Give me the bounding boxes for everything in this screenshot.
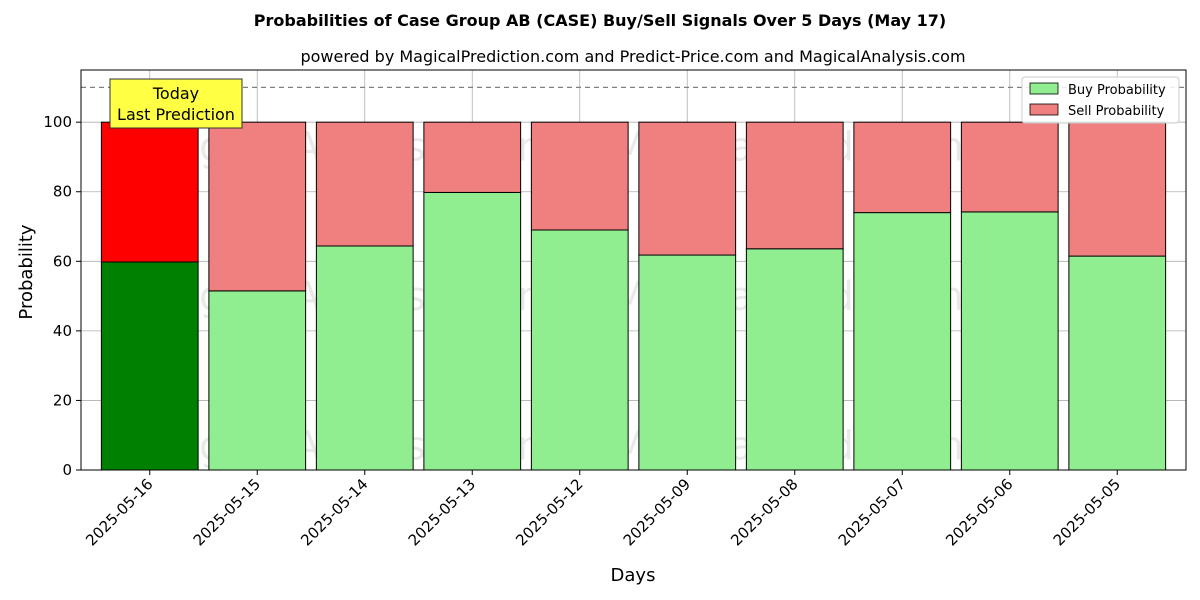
buy-bar bbox=[745, 248, 844, 471]
buy-bar bbox=[853, 212, 952, 471]
legend-buy-label: Buy Probability bbox=[1068, 83, 1166, 98]
sell-bar bbox=[100, 121, 199, 263]
legend-sell-swatch bbox=[1029, 103, 1059, 116]
y-axis-label: Probability bbox=[16, 224, 37, 319]
sell-bar bbox=[853, 121, 952, 214]
x-tick-label: 2025-05-06 bbox=[942, 475, 1016, 549]
sell-bar bbox=[423, 121, 522, 193]
y-tick-label: 40 bbox=[53, 322, 72, 340]
x-tick-label: 2025-05-16 bbox=[82, 475, 156, 549]
annotation-line2: Last Prediction bbox=[117, 105, 235, 124]
buy-bar bbox=[638, 254, 737, 471]
y-tick-label: 100 bbox=[43, 113, 72, 131]
buy-bar bbox=[960, 211, 1059, 471]
buy-bar bbox=[100, 261, 199, 471]
buy-bar bbox=[423, 191, 522, 471]
y-tick-label: 20 bbox=[53, 391, 72, 409]
sell-bar bbox=[315, 121, 414, 247]
legend-buy-swatch bbox=[1029, 82, 1059, 95]
x-axis-label: Days bbox=[611, 565, 656, 586]
sell-bar bbox=[208, 121, 307, 292]
annotation-box bbox=[109, 78, 243, 129]
sell-bar bbox=[960, 121, 1059, 213]
x-tick-label: 2025-05-13 bbox=[405, 475, 479, 549]
buy-bar bbox=[1068, 255, 1167, 471]
x-tick-label: 2025-05-12 bbox=[512, 475, 586, 549]
y-tick-label: 60 bbox=[53, 252, 72, 270]
y-tick-label: 80 bbox=[53, 183, 72, 201]
x-tick-label: 2025-05-07 bbox=[835, 475, 909, 549]
legend: Buy Probability Sell Probability bbox=[1021, 76, 1180, 124]
buy-bar bbox=[315, 245, 414, 471]
x-tick-label: 2025-05-14 bbox=[297, 475, 371, 549]
chart-title: Probabilities of Case Group AB (CASE) Bu… bbox=[254, 11, 946, 30]
sell-bar bbox=[1068, 121, 1167, 257]
x-tick-label: 2025-05-09 bbox=[620, 475, 694, 549]
sell-bar bbox=[530, 121, 629, 231]
legend-frame bbox=[1021, 76, 1180, 124]
x-tick-label: 2025-05-15 bbox=[190, 475, 264, 549]
annotation-line1: Today bbox=[152, 84, 199, 103]
plot-frame bbox=[80, 69, 1187, 471]
chart-subtitle: powered by MagicalPrediction.com and Pre… bbox=[300, 47, 965, 66]
bars bbox=[100, 121, 1167, 471]
x-tick-label: 2025-05-08 bbox=[727, 475, 801, 549]
today-annotation: Today Last Prediction bbox=[109, 78, 243, 129]
x-tick-label: 2025-05-05 bbox=[1050, 475, 1124, 549]
y-tick-label: 0 bbox=[62, 461, 72, 479]
sell-bar bbox=[638, 121, 737, 256]
buy-bar bbox=[530, 229, 629, 471]
sell-bar bbox=[745, 121, 844, 250]
legend-sell-label: Sell Probability bbox=[1068, 104, 1165, 119]
buy-bar bbox=[208, 290, 307, 471]
